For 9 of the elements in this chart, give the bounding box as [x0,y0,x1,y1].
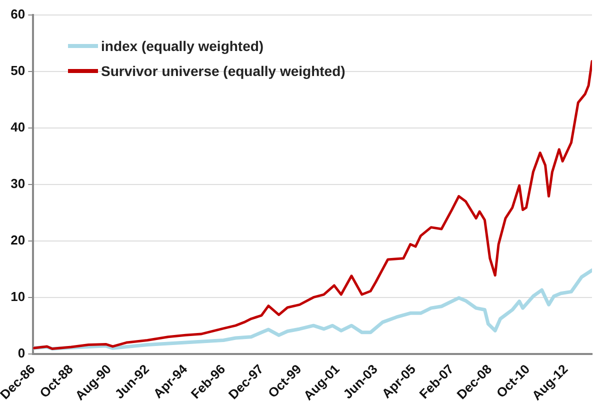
y-tick-label: 20 [10,232,26,248]
y-tick-label: 50 [10,63,26,78]
legend-label: index (equally weighted) [101,38,264,54]
y-tick-label: 0 [18,345,26,360]
y-tick-label: 60 [10,6,26,22]
y-tick-label: 10 [10,288,26,304]
legend-label: Survivor universe (equally weighted) [101,63,346,79]
y-tick-label: 30 [10,176,26,191]
y-tick-label: 40 [10,120,26,135]
